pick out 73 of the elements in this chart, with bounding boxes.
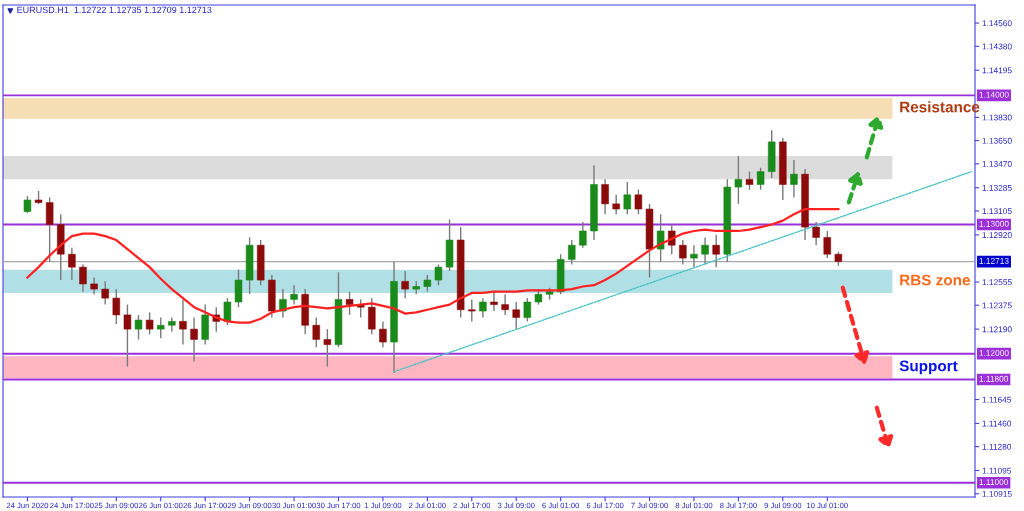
y-tick-label: 1.14380 <box>982 43 1012 50</box>
y-tick-label: 1.13830 <box>982 114 1012 121</box>
candlestick <box>756 167 765 191</box>
candlestick <box>690 244 698 268</box>
candlestick <box>79 263 87 293</box>
ref-line-label: 1.14000 <box>979 91 1009 98</box>
ref-line-label: 1.11000 <box>979 479 1009 486</box>
candlestick <box>190 316 198 363</box>
y-tick-label: 1.13650 <box>982 137 1012 144</box>
candlestick <box>45 196 54 263</box>
y-tick-label: 1.13285 <box>982 184 1012 191</box>
candlestick <box>523 297 532 323</box>
candlestick <box>179 298 187 346</box>
candlestick <box>634 188 643 215</box>
band-label: Resistance <box>900 101 980 113</box>
candlestick <box>223 297 232 326</box>
candlestick <box>112 288 121 325</box>
ref-line-label: 1.12713 <box>979 257 1009 264</box>
candlestick <box>290 284 298 306</box>
candlestick <box>734 155 743 205</box>
candlestick <box>712 234 720 268</box>
ref-line-label: 1.12000 <box>979 350 1009 356</box>
candlestick <box>601 178 609 215</box>
candlestick <box>479 297 487 319</box>
candlestick <box>345 290 354 316</box>
band-label: Support <box>899 360 958 375</box>
y-tick-label: 1.12555 <box>982 279 1012 286</box>
y-tick-label: 1.11645 <box>982 396 1012 403</box>
y-tick-label: 1.13105 <box>982 208 1012 215</box>
y-tick-label: 1.11280 <box>982 443 1012 450</box>
line-series <box>26 207 840 324</box>
candlestick <box>679 239 687 266</box>
candlestick <box>745 170 754 191</box>
y-tick-label: 1.11460 <box>982 420 1012 427</box>
candlestick <box>434 263 443 286</box>
candlestick <box>368 297 376 335</box>
candlestick <box>379 320 387 348</box>
candlestick <box>501 293 509 316</box>
y-tick-label: 1.10915 <box>982 490 1012 497</box>
y-tick-label: 1.13470 <box>982 161 1012 167</box>
ref-line-label: 1.13000 <box>979 220 1009 227</box>
band-label: RBS zone <box>900 274 970 286</box>
candlestick <box>490 290 498 312</box>
candlestick <box>823 230 831 259</box>
candlestick <box>157 316 165 339</box>
candlestick <box>612 194 620 215</box>
candlestick <box>623 181 632 215</box>
candlestick <box>701 236 709 266</box>
candlestick <box>234 269 243 308</box>
y-tick-label: 1.12920 <box>982 232 1012 238</box>
candlestick <box>579 221 587 249</box>
y-tick-label: 1.14195 <box>982 67 1012 74</box>
candlestick <box>468 298 476 323</box>
candlestick <box>568 239 576 266</box>
candlestick <box>101 280 109 306</box>
candlestick <box>134 314 143 341</box>
candlestick <box>512 301 520 330</box>
candlestick <box>790 159 798 199</box>
candlestick <box>812 221 820 246</box>
candlestick <box>656 213 665 263</box>
candlestick <box>168 316 176 333</box>
candlestick <box>312 316 320 348</box>
ref-line-label: 1.11800 <box>979 375 1009 382</box>
candlestick <box>323 328 332 368</box>
y-tick-label: 1.14560 <box>982 20 1012 27</box>
candlestick <box>68 247 76 281</box>
candlestick <box>401 270 409 299</box>
y-tick-label: 1.11095 <box>982 467 1012 474</box>
y-tick-label: 1.12375 <box>982 302 1012 309</box>
y-tick-label: 1.12190 <box>982 326 1012 333</box>
candlestick <box>123 303 132 368</box>
candlestick <box>145 311 154 335</box>
chart-title: EURUSD.H1 1.12722 1.12735 1.12709 1.12713 <box>17 6 212 14</box>
